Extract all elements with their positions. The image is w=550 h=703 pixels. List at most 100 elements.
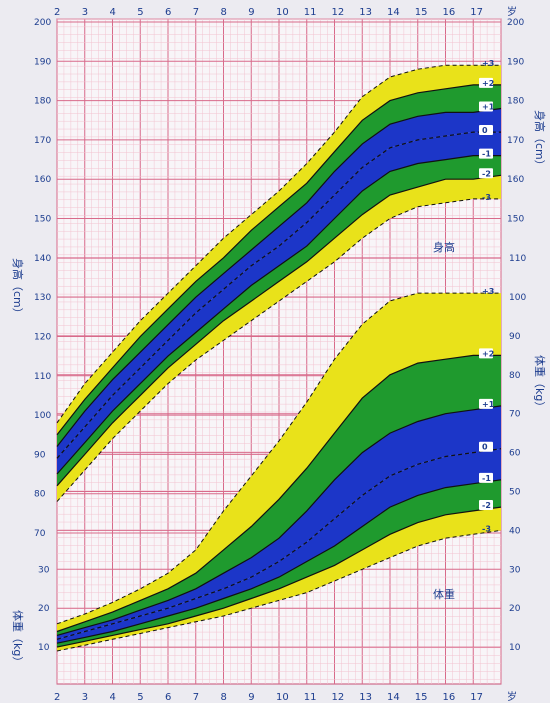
weight-band-0-to-+1 — [57, 405, 501, 640]
x-tick-label-top: 14 — [387, 7, 400, 18]
x-tick-label-top: 13 — [359, 7, 372, 18]
x-tick-label-top: 17 — [470, 7, 483, 18]
weight-sd-label-0: 0 — [482, 443, 488, 452]
x-tick-label-bottom: 10 — [276, 692, 289, 703]
height-sd-label-bg — [479, 148, 493, 159]
height-y-tick-left: 190 — [34, 57, 51, 67]
x-tick-label-top: 2 — [54, 7, 60, 18]
height-sd-label--2: -2 — [482, 169, 491, 178]
height-y-tick-left: 80 — [34, 490, 46, 500]
weight-sd-label--3: -3 — [482, 524, 491, 533]
height-y-tick-right: 150 — [507, 215, 524, 225]
height-sd-label-+3: +3 — [482, 59, 494, 68]
weight-y-tick-left: 30 — [38, 565, 50, 575]
weight-band-+1-to-+2 — [57, 355, 501, 636]
weight-sd-label-+1: +1 — [482, 400, 495, 409]
weight-y-tick-right: 50 — [509, 488, 521, 498]
height-y-tick-right: 160 — [507, 175, 524, 185]
height-line--1 — [56, 155, 501, 475]
right-weight-axis-label: 体重（kg） — [533, 355, 547, 412]
weight-y-tick-right: 60 — [509, 449, 521, 459]
x-tick-label-top: 9 — [248, 7, 254, 18]
height-y-tick-left: 170 — [34, 136, 51, 146]
weight-y-tick-right: 90 — [509, 332, 521, 342]
x-tick-label-bottom: 15 — [415, 692, 428, 703]
left-weight-axis-label: 体重（kg） — [11, 610, 25, 667]
x-tick-label-bottom: 14 — [387, 692, 400, 703]
height-y-tick-right: 180 — [507, 97, 524, 107]
height-sd-label-bg — [479, 168, 493, 179]
weight-sd-label-bg — [479, 500, 493, 511]
weight-line-0 — [56, 448, 502, 640]
height-panel-label: 身高 — [433, 240, 455, 254]
x-tick-label-bottom: 9 — [248, 692, 254, 703]
x-tick-label-bottom: 3 — [82, 692, 88, 703]
x-tick-label-top: 5 — [137, 7, 143, 18]
x-tick-label-top: 3 — [82, 7, 88, 18]
height-y-tick-left: 160 — [34, 175, 51, 185]
height-y-tick-left: 140 — [34, 254, 51, 264]
height-y-tick-left: 200 — [34, 18, 51, 28]
x-tick-label-bottom: 7 — [193, 692, 199, 703]
height-sd-label-bg — [479, 125, 493, 136]
height-y-tick-right: 200 — [507, 18, 524, 28]
weight-sd-label-bg — [479, 398, 493, 409]
age-unit-top: 岁 — [507, 5, 517, 18]
height-y-tick-left: 110 — [34, 372, 51, 382]
weight-line-+2 — [56, 354, 501, 633]
height-sd-label-bg — [479, 77, 493, 88]
weight-sd-label-+3: +3 — [482, 287, 494, 296]
sd-lines: -3 -2 -1 0 +1 +2 +3 -3 -2 -1 0 +1 +2 +3 — [56, 59, 502, 652]
height-y-tick-right: 170 — [507, 136, 524, 146]
height-y-tick-left: 70 — [34, 529, 46, 539]
weight-panel-label: 体重 — [433, 587, 455, 601]
weight-y-tick-right: 80 — [509, 371, 521, 381]
x-tick-label-bottom: 5 — [137, 692, 143, 703]
weight-sd-label-+2: +2 — [482, 349, 494, 358]
right-height-axis-label: 身高（cm） — [533, 110, 547, 171]
height-sd-label-bg — [479, 101, 493, 112]
x-tick-label-bottom: 13 — [359, 692, 372, 703]
x-tick-label-bottom: 6 — [165, 692, 171, 703]
height-sd-label-0: 0 — [482, 126, 488, 135]
x-tick-label-top: 15 — [415, 7, 428, 18]
height-line-+3 — [56, 64, 501, 424]
weight-y-tick-left: 10 — [38, 643, 50, 653]
weight-bands — [57, 293, 501, 651]
weight-band--1-to-0 — [57, 448, 501, 644]
height-sd-label--1: -1 — [482, 150, 491, 159]
weight-line--3 — [56, 529, 502, 652]
weight-line-+1 — [56, 405, 502, 636]
x-tick-label-top: 11 — [304, 7, 317, 18]
height-sd-label-+2: +2 — [482, 79, 494, 88]
weight-sd-label--2: -2 — [482, 501, 491, 510]
height-y-tick-left: 120 — [34, 332, 51, 342]
weight-band-+2-to-+3 — [57, 293, 501, 632]
x-tick-label-bottom: 8 — [221, 692, 227, 703]
weight-line--2 — [56, 506, 502, 648]
weight-y-tick-left: 20 — [38, 604, 50, 614]
weight-band--3-to--2 — [57, 507, 501, 651]
x-tick-label-top: 10 — [276, 7, 289, 18]
weight-y-tick-right: 30 — [509, 565, 521, 575]
x-tick-label-bottom: 12 — [332, 692, 345, 703]
height-line-+2 — [56, 84, 501, 436]
x-tick-label-bottom: 17 — [470, 692, 483, 703]
weight-y-tick-right: 10 — [509, 643, 521, 653]
weight-y-tick-right: 110 — [509, 254, 526, 264]
height-y-tick-right: 190 — [507, 57, 524, 67]
x-tick-label-bottom: 4 — [110, 692, 116, 703]
axis-labels: 2 2 3 3 4 4 5 5 6 6 7 7 8 8 9 9 10 10 11 11 12 12 13 13 14 14 15 15… — [34, 7, 526, 703]
x-tick-label-bottom: 2 — [54, 692, 60, 703]
x-tick-label-top: 7 — [193, 7, 199, 18]
x-tick-label-top: 16 — [443, 7, 456, 18]
x-tick-label-bottom: 16 — [443, 692, 456, 703]
height-sd-label-+1: +1 — [482, 102, 495, 111]
weight-y-tick-right: 20 — [509, 604, 521, 614]
height-y-tick-left: 150 — [34, 215, 51, 225]
weight-y-tick-right: 100 — [509, 293, 526, 303]
x-tick-label-top: 8 — [221, 7, 227, 18]
weight-sd-label--1: -1 — [482, 474, 491, 483]
weight-sd-label-bg — [479, 441, 493, 452]
